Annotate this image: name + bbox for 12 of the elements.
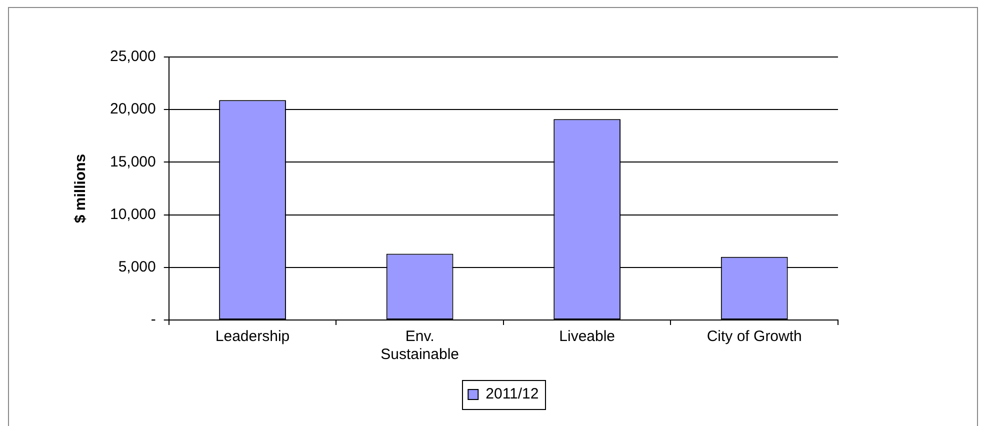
y-tick-label: 20,000 — [110, 100, 156, 118]
x-tick-label: Env. Sustainable — [380, 328, 459, 364]
x-tick-label: Liveable — [559, 328, 616, 346]
y-tick-label: - — [150, 311, 156, 328]
x-tick-label: City of Growth — [706, 328, 802, 346]
y-tick-label: 25,000 — [110, 48, 156, 66]
x-tick-label: Leadership — [215, 328, 290, 346]
y-axis-title: $ millions — [72, 154, 90, 224]
y-tick-label: 10,000 — [110, 206, 156, 223]
legend-label: 2011/12 — [486, 386, 539, 403]
y-tick-label: 15,000 — [110, 153, 156, 170]
y-tick-label: 5,000 — [118, 258, 156, 276]
